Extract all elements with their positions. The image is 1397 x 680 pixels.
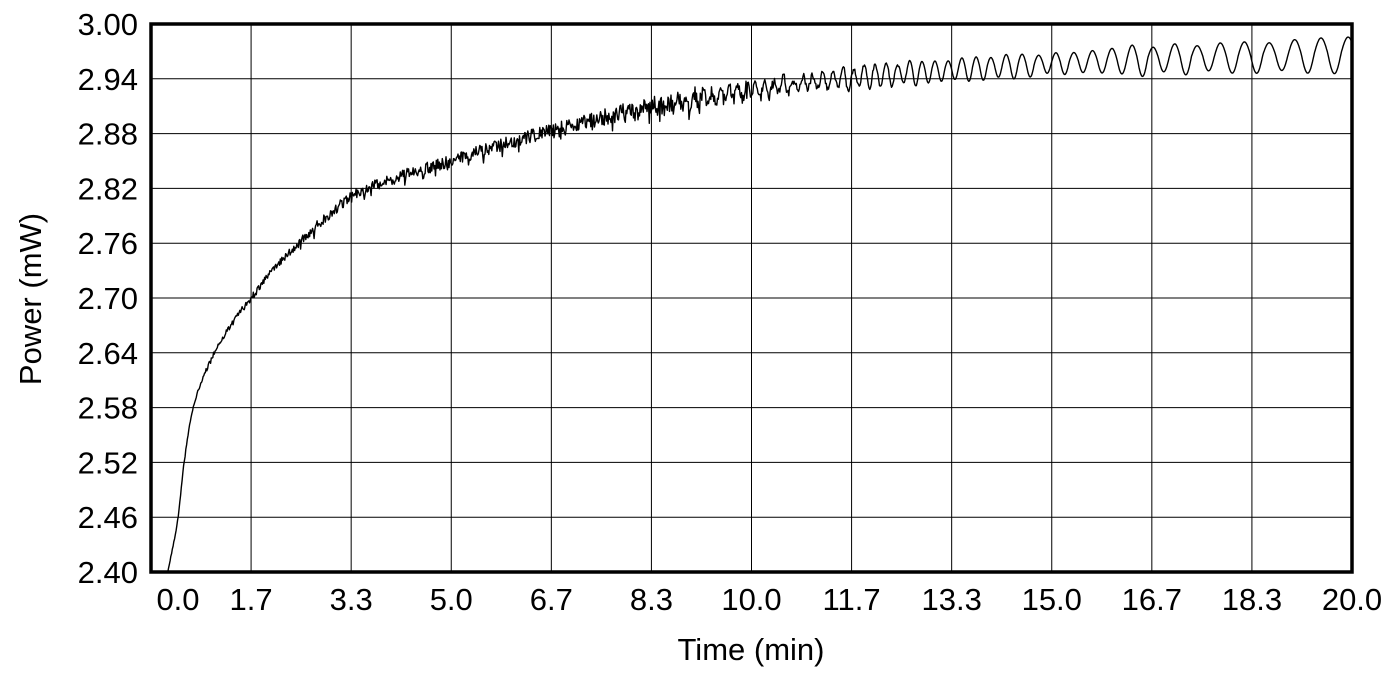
data-series bbox=[167, 36, 1353, 573]
x-tick-label: 0.0 bbox=[156, 582, 199, 617]
y-tick-label: 2.88 bbox=[78, 117, 138, 152]
plot-frame bbox=[149, 22, 1354, 574]
x-tick-label: 6.7 bbox=[530, 582, 573, 617]
x-tick-label: 18.3 bbox=[1222, 582, 1282, 617]
x-tick-label: 10.0 bbox=[721, 582, 781, 617]
x-tick-label: 3.3 bbox=[330, 582, 373, 617]
y-axis-title: Power (mW) bbox=[13, 212, 48, 386]
gridlines bbox=[150, 23, 1353, 573]
x-tick-label: 11.7 bbox=[823, 582, 881, 617]
x-tick-label: 8.3 bbox=[630, 582, 673, 617]
y-tick-label: 2.76 bbox=[78, 226, 138, 261]
y-tick-label: 2.70 bbox=[78, 281, 138, 316]
x-tick-label: 20.0 bbox=[1322, 582, 1382, 617]
y-tick-label: 2.82 bbox=[78, 171, 138, 206]
x-axis-tick-labels: 0.0 1.7 3.3 5.0 6.7 8.3 10.0 11.7 13.3 15.0 16.7 18… bbox=[156, 582, 1382, 617]
y-axis-tick-labels: 2.40 2.46 2.52 2.58 2.64 2.70 2.76 2.82 2.88 2.94… bbox=[78, 7, 138, 590]
x-tick-label: 5.0 bbox=[430, 582, 473, 617]
y-tick-label: 2.40 bbox=[78, 555, 138, 590]
x-axis-title: Time (min) bbox=[677, 632, 825, 667]
y-tick-label: 2.64 bbox=[78, 336, 138, 371]
y-tick-label: 3.00 bbox=[78, 7, 138, 42]
power-curve bbox=[167, 36, 1353, 573]
x-tick-label: 13.3 bbox=[921, 582, 981, 617]
y-tick-label: 2.94 bbox=[78, 62, 138, 97]
y-tick-label: 2.46 bbox=[78, 500, 138, 535]
x-tick-label: 15.0 bbox=[1022, 582, 1082, 617]
y-tick-label: 2.58 bbox=[78, 391, 138, 426]
x-tick-label: 1.7 bbox=[230, 582, 273, 617]
x-tick-label: 16.7 bbox=[1122, 582, 1182, 617]
y-tick-label: 2.52 bbox=[78, 445, 138, 480]
